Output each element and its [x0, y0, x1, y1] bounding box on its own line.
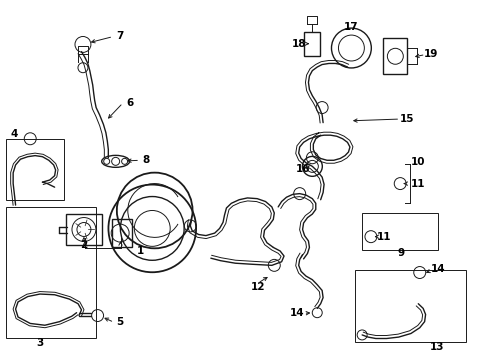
- Text: 3: 3: [36, 338, 44, 348]
- Bar: [304, 32, 320, 56]
- Text: 7: 7: [116, 31, 123, 41]
- Text: 14: 14: [431, 264, 445, 274]
- Text: 17: 17: [344, 22, 359, 32]
- Text: 18: 18: [292, 39, 306, 49]
- Text: 11: 11: [411, 179, 425, 189]
- Text: 15: 15: [400, 114, 415, 124]
- Bar: [6, 139, 64, 200]
- Text: 10: 10: [411, 157, 425, 167]
- Text: 11: 11: [377, 232, 392, 242]
- Text: 14: 14: [290, 309, 305, 318]
- Text: 6: 6: [127, 98, 134, 108]
- Text: 5: 5: [116, 318, 123, 327]
- Text: 8: 8: [143, 155, 150, 165]
- Bar: [6, 207, 96, 338]
- Text: 9: 9: [397, 248, 405, 258]
- Bar: [362, 213, 438, 250]
- Text: 4: 4: [10, 129, 18, 139]
- Text: 12: 12: [250, 282, 265, 292]
- Bar: [383, 39, 407, 74]
- Bar: [112, 219, 132, 247]
- Text: 19: 19: [424, 49, 439, 59]
- Text: 13: 13: [430, 342, 444, 352]
- Bar: [355, 270, 466, 342]
- Text: 2: 2: [80, 239, 88, 249]
- Bar: [66, 213, 102, 246]
- Text: 16: 16: [295, 164, 310, 174]
- Text: 1: 1: [136, 246, 144, 256]
